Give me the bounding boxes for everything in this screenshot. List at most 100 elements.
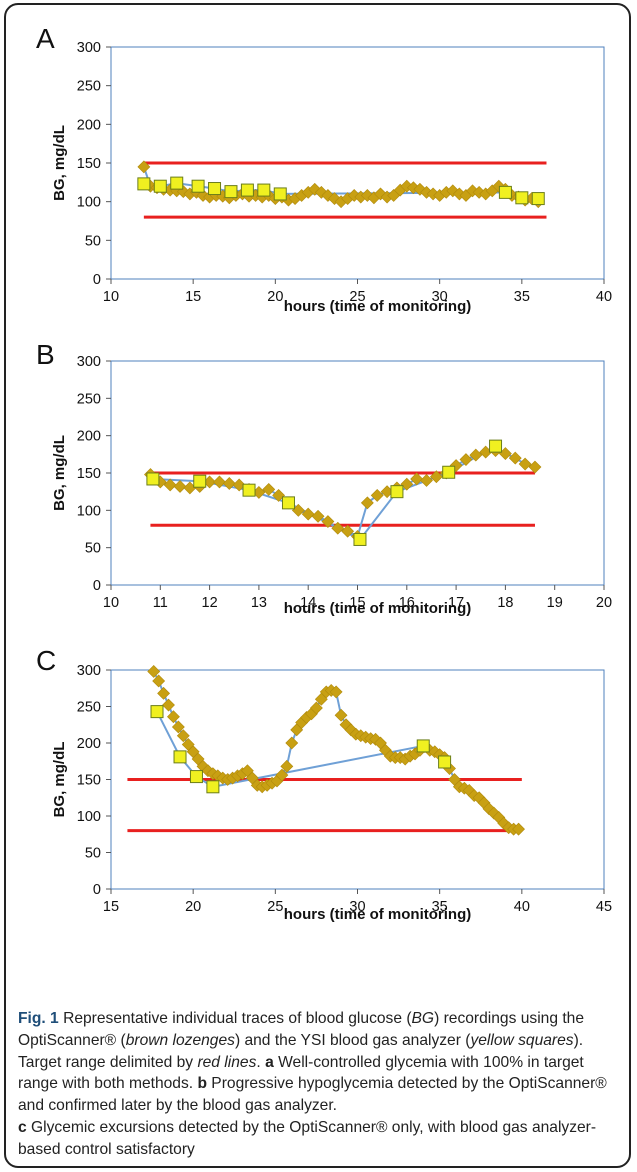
y-tick-label: 250 bbox=[77, 700, 101, 716]
optiscanner-point bbox=[176, 729, 190, 743]
optiscanner-point bbox=[171, 720, 185, 734]
x-axis-label: hours (time of monitoring) bbox=[284, 906, 471, 923]
y-tick-label: 0 bbox=[93, 272, 101, 288]
optiscanner-point bbox=[147, 665, 161, 678]
ysi-point bbox=[273, 187, 287, 201]
optiscanner-point bbox=[410, 472, 424, 486]
panel-letter-a: A bbox=[36, 23, 55, 54]
y-tick-label: 200 bbox=[77, 117, 101, 133]
ysi-point bbox=[353, 532, 367, 546]
optiscanner-point bbox=[222, 477, 236, 490]
x-tick-label: 35 bbox=[432, 899, 448, 915]
y-tick-label: 50 bbox=[85, 541, 101, 557]
y-tick-label: 300 bbox=[77, 663, 101, 679]
y-tick-label: 100 bbox=[77, 195, 101, 211]
ysi-point bbox=[191, 179, 205, 193]
y-tick-label: 50 bbox=[85, 233, 101, 249]
caption-text-7: ). Target range delimited by bbox=[18, 1031, 584, 1071]
ysi-point bbox=[242, 483, 256, 497]
optiscanner-point bbox=[272, 488, 286, 502]
optiscanner-point bbox=[275, 768, 289, 782]
x-tick-label: 40 bbox=[596, 289, 612, 305]
ysi-point bbox=[173, 750, 187, 764]
x-tick-label: 30 bbox=[432, 289, 448, 305]
x-tick-label: 12 bbox=[202, 595, 218, 611]
y-tick-label: 150 bbox=[77, 156, 101, 172]
optiscanner-point bbox=[518, 457, 532, 471]
optiscanner-point bbox=[360, 496, 374, 510]
ysi-point bbox=[498, 185, 512, 199]
optiscanner-point bbox=[285, 736, 299, 750]
caption-text-1: Representative individual traces of bloo… bbox=[58, 1010, 412, 1027]
ysi-point bbox=[438, 755, 452, 769]
caption-c-text: Glycemic excursions detected by the Opti… bbox=[18, 1118, 597, 1158]
ysi-point bbox=[257, 183, 271, 197]
y-tick-label: 0 bbox=[93, 882, 101, 898]
y-tick-label: 200 bbox=[77, 736, 101, 752]
caption-b-text: Progressive hypoglycemia detected by the… bbox=[18, 1075, 607, 1115]
caption-text-3: ) recordings using the OptiScanner® ( bbox=[18, 1010, 585, 1049]
optiscanner-line bbox=[149, 449, 536, 538]
optiscanner-point bbox=[262, 483, 276, 496]
panel-letter-c: C bbox=[36, 645, 57, 676]
x-tick-label: 25 bbox=[267, 899, 283, 915]
caption-text-4: brown lozenges bbox=[125, 1031, 235, 1049]
ysi-point bbox=[390, 485, 404, 499]
x-tick-label: 30 bbox=[349, 899, 365, 915]
y-tick-label: 200 bbox=[77, 429, 101, 445]
x-axis-label: hours (time of monitoring) bbox=[284, 600, 471, 617]
y-tick-label: 50 bbox=[85, 846, 101, 862]
chart-a-svg: 0 50 100 150 200 250 300 10 15 20 25 30 35 40 hours (t… bbox=[51, 40, 612, 315]
ysi-point bbox=[531, 192, 545, 206]
optiscanner-point bbox=[311, 509, 325, 523]
optiscanner-point bbox=[429, 470, 443, 484]
caption-fig-label: Fig. 1 bbox=[18, 1010, 59, 1027]
y-tick-label: 150 bbox=[77, 466, 101, 482]
x-tick-label: 15 bbox=[185, 289, 201, 305]
figure-frame: A 0 50 100 150 200 250 300 10 15 20 25 30 35 40 hours … bbox=[4, 3, 631, 1168]
y-tick-label: 150 bbox=[77, 773, 101, 789]
x-tick-label: 11 bbox=[153, 595, 168, 611]
chart-c-svg: 0 50 100 150 200 250 300 15 20 25 30 35 40 45 hours (t… bbox=[51, 663, 612, 923]
ysi-point bbox=[442, 465, 456, 479]
optiscanner-point bbox=[213, 475, 226, 489]
optiscanner-point bbox=[331, 521, 345, 535]
x-tick-label: 20 bbox=[596, 595, 612, 611]
ysi-point bbox=[240, 183, 254, 197]
y-axis-label: BG, mg/dL bbox=[51, 435, 68, 511]
ysi-point bbox=[150, 705, 164, 719]
x-tick-label: 20 bbox=[267, 289, 283, 305]
optiscanner-point bbox=[301, 507, 315, 521]
ysi-point bbox=[193, 474, 207, 488]
figure-caption: Fig. 1 Representative individual traces … bbox=[18, 1008, 623, 1161]
caption-text-2: BG bbox=[411, 1010, 435, 1027]
ysi-point bbox=[489, 439, 503, 453]
x-tick-label: 35 bbox=[514, 289, 530, 305]
optiscanner-point bbox=[334, 708, 348, 722]
optiscanner-point bbox=[163, 478, 177, 492]
caption-c-label: c bbox=[18, 1118, 27, 1136]
ysi-point bbox=[515, 191, 529, 205]
optiscanner-point bbox=[528, 460, 542, 474]
optiscanner-point bbox=[157, 686, 171, 700]
optiscanner-point bbox=[232, 478, 246, 492]
y-axis-label: BG, mg/dL bbox=[51, 742, 68, 818]
x-tick-label: 15 bbox=[103, 899, 119, 915]
optiscanner-point bbox=[137, 160, 151, 174]
y-tick-label: 250 bbox=[77, 391, 101, 407]
x-tick-label: 13 bbox=[251, 595, 267, 611]
caption-text-9: . bbox=[256, 1053, 266, 1071]
caption-text-6: yellow squares bbox=[470, 1031, 574, 1049]
x-tick-label: 10 bbox=[103, 289, 119, 305]
ysi-point bbox=[170, 176, 184, 190]
caption-b-label: b bbox=[197, 1075, 207, 1093]
x-tick-label: 10 bbox=[103, 595, 119, 611]
panel-letter-b: B bbox=[36, 339, 55, 370]
caption-a-label: a bbox=[265, 1053, 274, 1071]
y-tick-label: 300 bbox=[77, 354, 101, 370]
x-tick-label: 19 bbox=[547, 595, 563, 611]
optiscanner-point bbox=[512, 822, 525, 836]
optiscanner-point bbox=[321, 515, 335, 528]
y-tick-label: 100 bbox=[77, 809, 101, 825]
x-tick-label: 45 bbox=[596, 899, 612, 915]
